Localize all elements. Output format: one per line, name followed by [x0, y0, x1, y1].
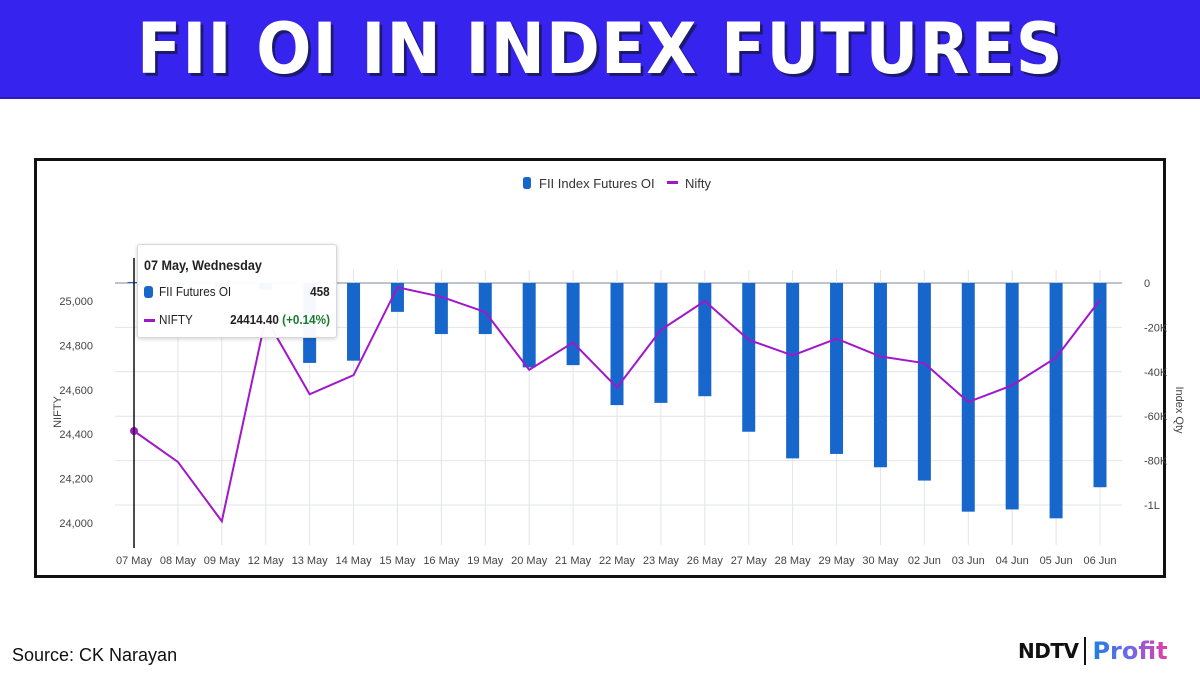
x-axis-tick: 08 May: [160, 555, 197, 567]
tooltip-date: 07 May, Wednesday: [144, 257, 262, 273]
right-axis-tick: -1L: [1144, 500, 1160, 512]
left-axis-label: NIFTY: [52, 395, 64, 427]
oi-bar[interactable]: [522, 283, 536, 368]
x-axis-tick: 21 May: [555, 555, 592, 567]
ndtv-profit-logo: NDTV Profit: [1018, 636, 1168, 666]
oi-bar[interactable]: [347, 283, 361, 361]
oi-bar[interactable]: [654, 283, 668, 403]
logo-ndtv: NDTV: [1018, 639, 1079, 663]
nifty-change: (+0.14%): [282, 312, 330, 327]
legend-line-icon: [667, 181, 678, 184]
x-axis-tick: 09 May: [204, 555, 241, 567]
nifty-value: 24414.40: [230, 312, 279, 327]
tooltip-label: FII Futures OI: [159, 284, 232, 299]
x-axis-tick: 27 May: [731, 555, 768, 567]
tooltip-row-nifty: NIFTY 24414.40 (+0.14%): [144, 311, 330, 329]
left-axis-tick: 24,200: [59, 474, 93, 486]
oi-bar[interactable]: [610, 283, 624, 406]
right-axis-tick: 0: [1144, 278, 1150, 290]
x-axis-tick: 14 May: [336, 555, 373, 567]
x-axis-tick: 15 May: [379, 555, 416, 567]
x-axis-tick: 06 Jun: [1083, 555, 1116, 567]
right-axis-tick: -80K: [1144, 456, 1168, 468]
x-axis-tick: 22 May: [599, 555, 636, 567]
x-axis-tick: 03 Jun: [952, 555, 985, 567]
oi-bar[interactable]: [1005, 283, 1019, 510]
oi-bar[interactable]: [478, 283, 492, 335]
right-axis-tick: -20K: [1144, 322, 1168, 334]
x-axis-tick: 12 May: [248, 555, 285, 567]
right-axis-tick: -60K: [1144, 411, 1168, 423]
x-axis-tick: 20 May: [511, 555, 548, 567]
left-axis-tick: 24,800: [59, 340, 93, 352]
x-axis-tick: 07 May: [116, 555, 153, 567]
source-credit: Source: CK Narayan: [12, 645, 178, 665]
oi-bar[interactable]: [786, 283, 800, 459]
tooltip-value: 458: [310, 284, 330, 299]
tooltip-value: 24414.40 (+0.14%): [230, 312, 330, 327]
oi-bar[interactable]: [830, 283, 844, 454]
x-axis-tick: 13 May: [292, 555, 329, 567]
right-axis-label: Index Qty: [1173, 386, 1185, 434]
x-axis-tick: 29 May: [819, 555, 856, 567]
oi-bar[interactable]: [566, 283, 580, 366]
line-marker-icon: [144, 319, 155, 322]
x-axis-tick: 19 May: [467, 555, 504, 567]
legend-oi[interactable]: FII Index Futures OI: [539, 176, 655, 191]
oi-bar[interactable]: [873, 283, 887, 468]
left-axis-tick: 24,400: [59, 429, 93, 441]
x-axis-tick: 30 May: [862, 555, 899, 567]
logo-profit: Profit: [1092, 637, 1168, 665]
tooltip-row-fii: FII Futures OI 458: [144, 283, 330, 301]
tooltip-label: NIFTY: [159, 312, 193, 327]
oi-bar[interactable]: [742, 283, 756, 432]
x-axis-tick: 23 May: [643, 555, 680, 567]
page-title: FII OI IN INDEX FUTURES: [136, 7, 1064, 90]
legend-nifty[interactable]: Nifty: [685, 176, 712, 191]
oi-bar[interactable]: [961, 283, 975, 512]
chart-tooltip: 07 May, Wednesday FII Futures OI 458 NIF…: [137, 244, 337, 338]
logo-divider: [1084, 637, 1087, 665]
bar-marker-icon: [144, 286, 153, 298]
x-axis-tick: 04 Jun: [996, 555, 1029, 567]
nifty-line[interactable]: [133, 286, 1101, 524]
right-axis-tick: -40K: [1144, 367, 1168, 379]
x-axis-tick: 28 May: [775, 555, 812, 567]
chart-frame: [34, 158, 1166, 578]
oi-bar[interactable]: [390, 283, 404, 312]
x-axis-tick: 16 May: [423, 555, 460, 567]
x-axis-tick: 05 Jun: [1040, 555, 1073, 567]
legend-bar-icon: [523, 177, 531, 189]
x-axis-tick: 02 Jun: [908, 555, 941, 567]
oi-bar[interactable]: [434, 283, 448, 335]
x-axis-tick: 26 May: [687, 555, 724, 567]
oi-bar[interactable]: [1049, 283, 1063, 519]
oi-bar[interactable]: [917, 283, 931, 481]
left-axis-tick: 24,000: [59, 518, 93, 530]
left-axis-tick: 24,600: [59, 385, 93, 397]
oi-bar[interactable]: [1093, 283, 1107, 488]
left-axis-tick: 25,000: [59, 296, 93, 308]
title-banner: FII OI IN INDEX FUTURES: [0, 0, 1200, 99]
oi-bar[interactable]: [698, 283, 712, 397]
